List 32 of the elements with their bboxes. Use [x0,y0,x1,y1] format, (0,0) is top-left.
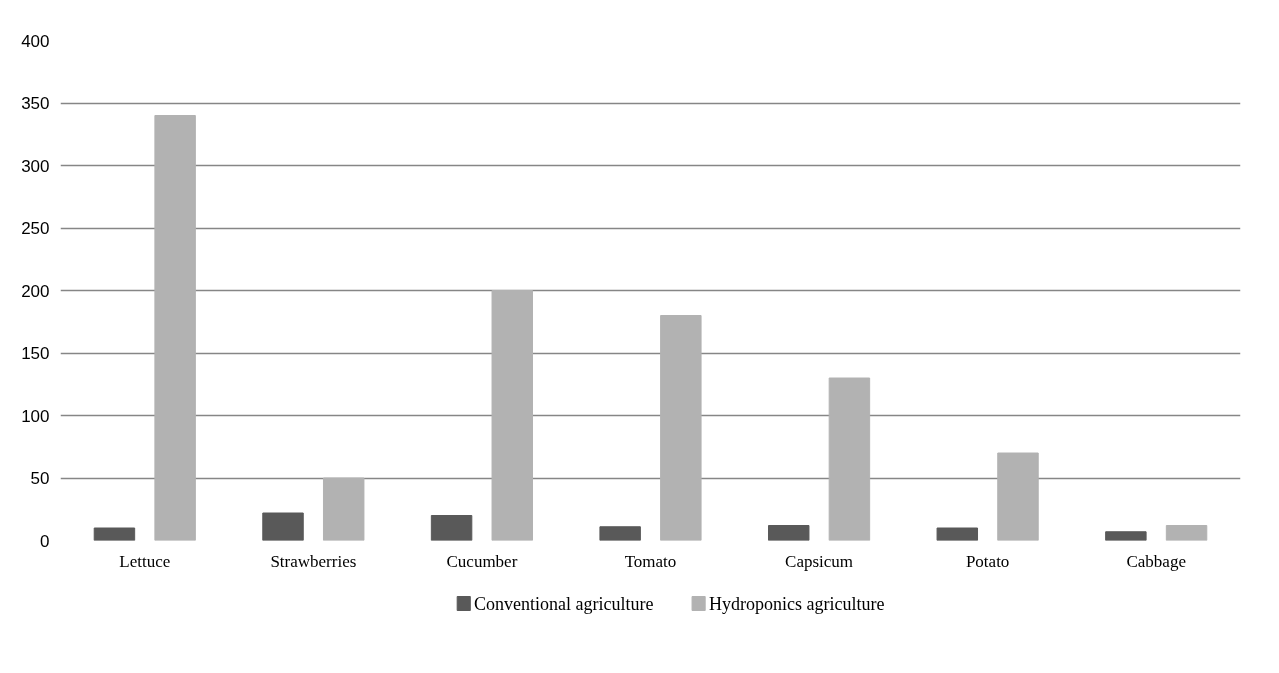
bar [997,452,1039,541]
y-tick-label: 400 [21,31,50,51]
bar [599,526,641,541]
bar [768,525,810,541]
bar [430,515,473,541]
legend-label: Hydroponics agriculture [708,593,885,614]
y-tick-label: 350 [21,94,50,113]
x-tick-label: Capsicum [785,551,854,571]
bar [262,512,304,541]
y-tick-label: 300 [21,156,50,176]
y-tick-label: 200 [21,281,50,301]
y-tick-label: 250 [21,219,50,238]
bar [1105,531,1147,541]
bar [491,290,533,541]
bar [93,527,136,541]
x-tick-label: Lettuce [119,551,171,571]
x-tick-label: Cucumber [446,551,518,571]
y-tick-label: 100 [21,406,50,426]
y-tick-label: 0 [40,531,50,551]
x-tick-label: Cabbage [1126,551,1186,571]
x-tick-label: Tomato [624,551,677,571]
bar [936,527,979,541]
bar [828,377,871,541]
y-tick-label: 150 [21,344,50,363]
x-tick-label: Potato [965,551,1010,571]
x-tick-label: Strawberries [270,551,357,571]
bar [660,315,702,541]
y-tick-label: 50 [30,469,50,488]
bar [154,115,196,541]
bar [322,477,365,541]
legend-label: Conventional agriculture [474,593,654,614]
bar [1165,525,1208,541]
